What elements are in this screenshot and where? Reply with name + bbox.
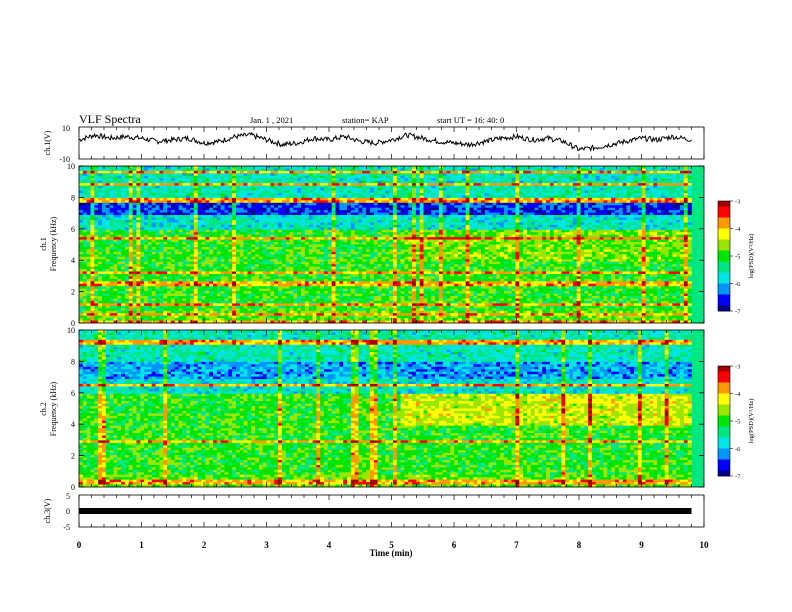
ch1-ytick-top: 10	[62, 124, 70, 133]
x-tick-label: 10	[700, 540, 710, 550]
station-label: station= KAP	[342, 115, 389, 125]
freq-tick-label: 0	[71, 483, 75, 492]
ch2-spectrogram-ylabel-a: ch.2	[39, 402, 48, 416]
ch3-ytick-bottom: -5	[63, 523, 70, 532]
ch2-spectrogram-panel: 0 2 4 6 8 10 ch.2 Frequency (kHz) -3 -4 -5 -6 -7 l…	[39, 326, 755, 492]
colorbar-tick-label: -4	[735, 391, 741, 398]
ch1-trace	[78, 131, 692, 153]
colorbar-tick-label: -3	[735, 364, 740, 371]
x-tick-label: 3	[264, 540, 269, 550]
x-tick-label: 5	[389, 540, 394, 550]
x-tick-label: 6	[452, 540, 457, 550]
ch1-spectrogram-ylabel-b: Frequency (kHz)	[49, 216, 58, 271]
ch3-panel: 5 0 -5 ch.3(V)	[43, 492, 705, 532]
colorbar-tick-label: -5	[735, 419, 740, 426]
x-axis-tick-labels: 0 1 2 3 4 5 6 7 8 9 10	[77, 540, 709, 550]
ch2-spectrogram-image	[79, 330, 704, 488]
x-tick-label: 8	[577, 540, 582, 550]
x-axis-ticks	[78, 127, 705, 527]
freq-tick-label: 10	[67, 326, 75, 335]
x-tick-label: 7	[514, 540, 519, 550]
ch1-colorbar: -3 -4 -5 -6 -7 log(PSD)(V²/Hz)	[717, 199, 755, 316]
ch1-ytick-bottom: -10	[59, 155, 70, 164]
colorbar-tick-label: -6	[735, 281, 741, 288]
ch3-ytick-mid: 0	[66, 507, 70, 516]
figure-title: VLF Spectra	[79, 112, 141, 126]
freq-tick-label: 8	[71, 357, 75, 366]
freq-tick-label: 4	[71, 256, 75, 265]
ch2-colorbar: -3 -4 -5 -6 -7 log(PSD)(V²/Hz)	[717, 364, 755, 481]
colorbar-label: log(PSD)(V²/Hz)	[748, 399, 755, 444]
colorbar-tick-label: -3	[735, 199, 740, 206]
start-time-label: start UT = 16: 40: 0	[437, 115, 504, 125]
date-label: Jan. 1 , 2021	[250, 115, 293, 125]
freq-tick-label: 10	[67, 162, 75, 171]
freq-tick-label: 2	[71, 452, 75, 461]
colorbar-tick-label: -6	[735, 446, 741, 453]
ch3-ylabel: ch.3(V)	[43, 498, 52, 523]
x-tick-label: 1	[139, 540, 144, 550]
ch1-spectrogram-yticks: 0 2 4 6 8 10	[67, 162, 704, 328]
colorbar-tick-label: -4	[735, 226, 741, 233]
x-tick-label: 2	[202, 540, 207, 550]
ch3-trace	[79, 508, 692, 514]
freq-tick-label: 2	[71, 288, 75, 297]
colorbar-label: log(PSD)(V²/Hz)	[748, 234, 755, 279]
ch1-ylabel: ch.1(V)	[43, 130, 52, 155]
x-axis-label: Time (min)	[369, 548, 412, 558]
colorbar-tick-label: -7	[735, 474, 741, 481]
ch1-spectrogram-panel: 0 2 4 6 8 10 ch.1 Frequency (kHz) -3 -4 -5 -6 -7 l…	[39, 162, 755, 328]
x-tick-label: 4	[327, 540, 332, 550]
colorbar-tick-label: -7	[735, 309, 741, 316]
ch1-panel: 10 -10 ch.1(V)	[43, 124, 705, 164]
ch3-ytick-top: 5	[66, 492, 70, 501]
freq-tick-label: 6	[71, 225, 75, 234]
freq-tick-label: 0	[71, 319, 75, 328]
x-tick-label: 9	[639, 540, 644, 550]
ch2-spectrogram-ylabel-b: Frequency (kHz)	[49, 381, 58, 436]
ch1-spectrogram-image	[79, 166, 704, 324]
x-tick-label: 0	[77, 540, 82, 550]
colorbar-tick-label: -5	[735, 254, 740, 261]
ch1-waveform-line	[78, 131, 692, 153]
freq-tick-label: 8	[71, 193, 75, 202]
ch1-spectrogram-ylabel-a: ch.1	[39, 237, 48, 251]
freq-tick-label: 6	[71, 389, 75, 398]
ch2-spectrogram-yticks: 0 2 4 6 8 10	[67, 326, 704, 492]
freq-tick-label: 4	[71, 420, 75, 429]
